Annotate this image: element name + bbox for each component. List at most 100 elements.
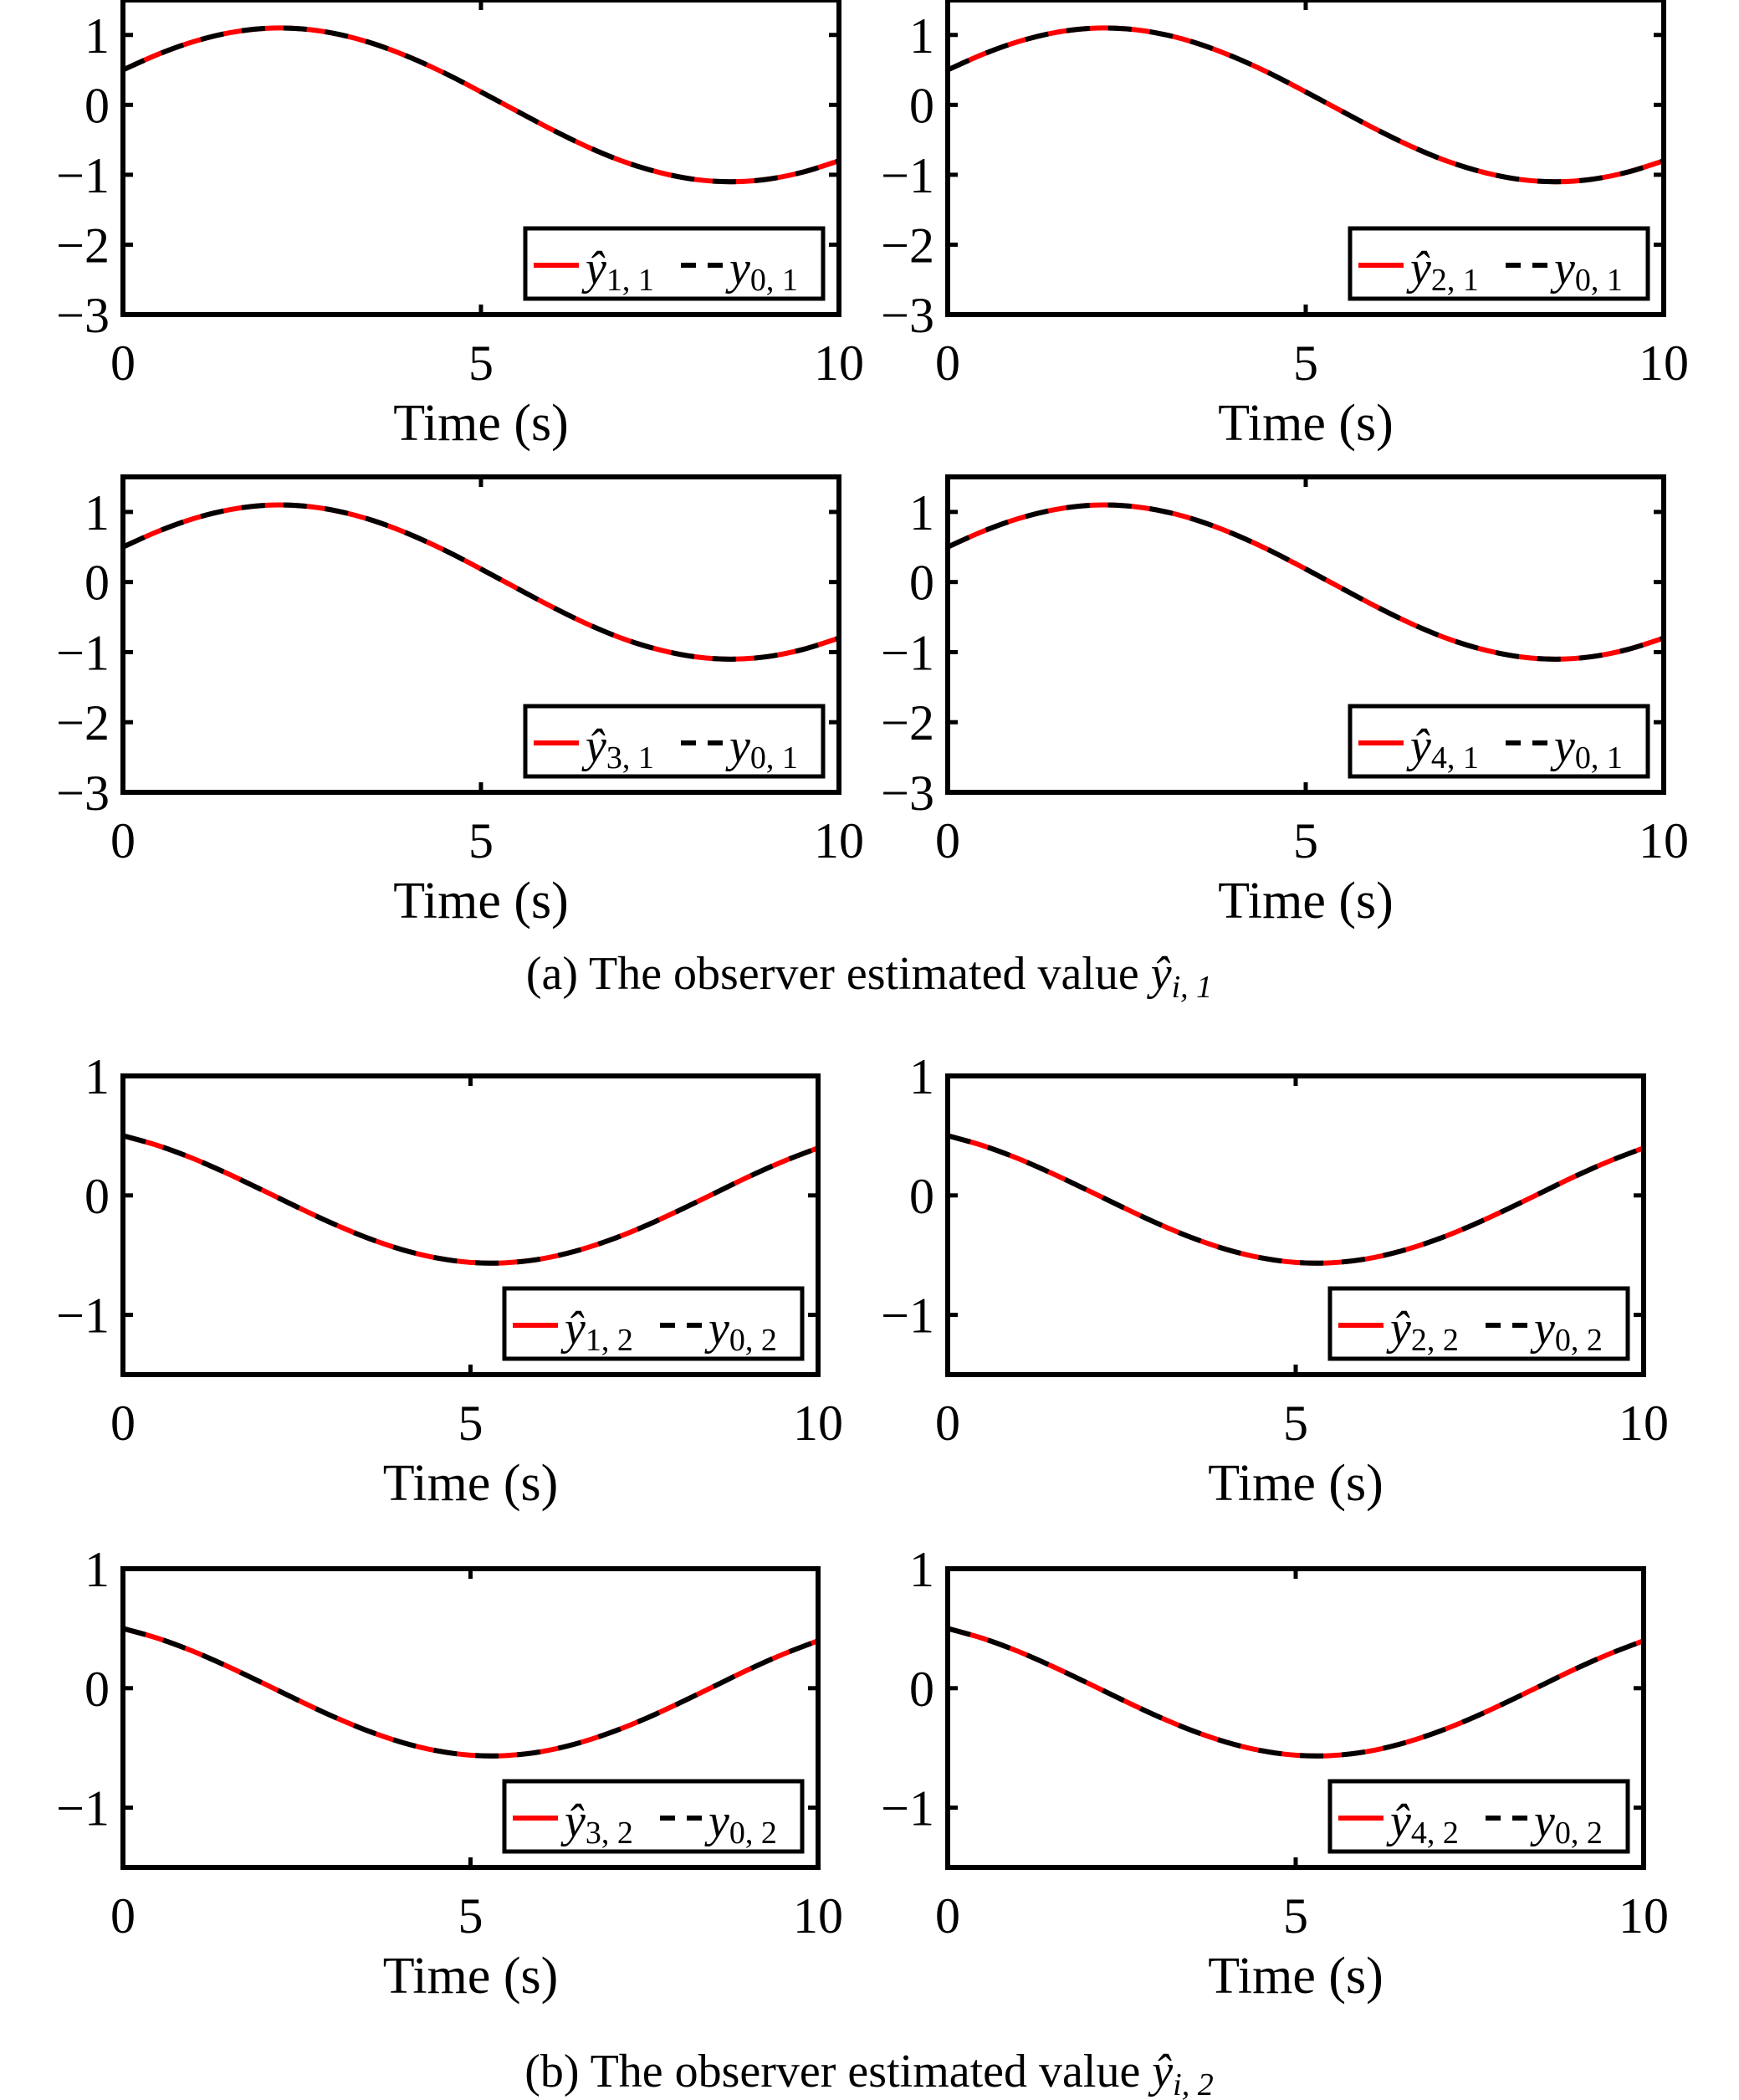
legend-estimate-symbol: ŷ bbox=[1386, 1303, 1411, 1355]
legend-estimate-subscript: 3, 1 bbox=[606, 740, 654, 776]
x-axis-label: Time (s) bbox=[1208, 1948, 1384, 2005]
reference-line bbox=[948, 1133, 1644, 1266]
legend-estimate-symbol: ŷ bbox=[560, 1795, 586, 1847]
legend-estimate-symbol: ŷ bbox=[581, 243, 606, 295]
legend-estimate-label: ŷ4, 1 bbox=[1406, 720, 1479, 776]
x-tick-label: 0 bbox=[110, 813, 136, 868]
y-tick-label: −2 bbox=[881, 218, 934, 273]
legend-estimate-symbol: ŷ bbox=[1386, 1795, 1411, 1847]
legend-reference-symbol: y bbox=[1530, 1303, 1555, 1355]
y-tick-label: 1 bbox=[909, 8, 934, 64]
legend-estimate-subscript: 4, 2 bbox=[1411, 1816, 1459, 1851]
caption-a-symbol: ŷ bbox=[1147, 948, 1172, 1000]
x-tick-label: 0 bbox=[935, 335, 960, 391]
legend-reference-label: y0, 2 bbox=[1530, 1795, 1603, 1851]
legend: ŷ4, 2 y0, 2 bbox=[1327, 1779, 1630, 1854]
x-tick-label: 5 bbox=[458, 1396, 483, 1451]
x-tick-label: 0 bbox=[110, 1396, 136, 1451]
legend-reference-symbol: y bbox=[725, 243, 750, 295]
y-tick-label: 0 bbox=[84, 1169, 110, 1224]
legend-reference-symbol: y bbox=[1550, 720, 1575, 772]
legend-estimate-subscript: 2, 2 bbox=[1411, 1323, 1459, 1358]
x-axis-label: Time (s) bbox=[1218, 395, 1394, 452]
legend-estimate-symbol: ŷ bbox=[1406, 720, 1431, 772]
y-tick-label: 0 bbox=[909, 1169, 934, 1224]
y-tick-label: −3 bbox=[881, 288, 934, 343]
estimate-line bbox=[948, 25, 1664, 185]
y-tick-label: 0 bbox=[84, 1662, 110, 1717]
estimate-line bbox=[123, 1133, 818, 1266]
legend: ŷ4, 1 y0, 1 bbox=[1348, 704, 1650, 779]
legend-estimate-label: ŷ3, 2 bbox=[560, 1795, 633, 1851]
y-tick-label: 1 bbox=[909, 485, 934, 540]
legend-estimate-label: ŷ4, 2 bbox=[1386, 1795, 1459, 1851]
y-tick-label: 1 bbox=[84, 1049, 110, 1104]
reference-line bbox=[123, 1626, 818, 1759]
legend-reference-label: y0, 2 bbox=[1530, 1303, 1603, 1358]
estimate-line bbox=[948, 502, 1664, 662]
legend: ŷ2, 1 y0, 1 bbox=[1348, 226, 1650, 301]
caption-b-subscript: i, 2 bbox=[1173, 2067, 1214, 2100]
estimate-line bbox=[948, 1626, 1644, 1759]
legend-estimate-subscript: 1, 2 bbox=[586, 1323, 633, 1358]
y-tick-label: 1 bbox=[84, 1542, 110, 1597]
x-axis-label: Time (s) bbox=[393, 395, 569, 452]
y-tick-label: −2 bbox=[56, 218, 110, 273]
x-tick-label: 5 bbox=[1283, 1396, 1308, 1451]
x-tick-label: 0 bbox=[935, 1396, 960, 1451]
legend-reference-symbol: y bbox=[704, 1795, 729, 1847]
x-tick-label: 5 bbox=[468, 335, 494, 391]
x-tick-label: 10 bbox=[814, 813, 864, 868]
y-tick-label: −1 bbox=[56, 148, 110, 203]
x-tick-label: 10 bbox=[793, 1396, 843, 1451]
y-tick-label: 0 bbox=[84, 78, 110, 133]
reference-line bbox=[123, 1133, 818, 1266]
caption-a-text: (a) The observer estimated value bbox=[526, 948, 1151, 1000]
legend: ŷ2, 2 y0, 2 bbox=[1327, 1286, 1630, 1361]
legend-reference-symbol: y bbox=[1530, 1795, 1555, 1847]
legend-estimate-symbol: ŷ bbox=[1406, 243, 1431, 295]
legend-estimate-subscript: 3, 2 bbox=[586, 1816, 633, 1851]
legend-reference-label: y0, 1 bbox=[725, 720, 798, 776]
x-tick-label: 0 bbox=[935, 1888, 960, 1944]
legend-estimate-label: ŷ1, 1 bbox=[581, 243, 654, 298]
legend-reference-label: y0, 1 bbox=[1550, 243, 1623, 298]
y-tick-label: −3 bbox=[881, 766, 934, 821]
y-tick-label: −1 bbox=[881, 625, 934, 680]
y-tick-label: 0 bbox=[84, 556, 110, 611]
y-tick-label: 0 bbox=[909, 1662, 934, 1717]
estimate-line bbox=[123, 25, 839, 185]
reference-line bbox=[948, 25, 1664, 185]
x-axis-label: Time (s) bbox=[1218, 873, 1394, 930]
caption-a-subscript: i, 1 bbox=[1172, 970, 1213, 1005]
legend-reference-label: y0, 2 bbox=[704, 1303, 777, 1358]
y-tick-label: 0 bbox=[909, 556, 934, 611]
x-axis-label: Time (s) bbox=[1208, 1455, 1384, 1512]
caption-b-text: (b) The observer estimated value bbox=[524, 2046, 1152, 2097]
y-tick-label: −3 bbox=[56, 766, 110, 821]
x-tick-label: 0 bbox=[110, 335, 136, 391]
x-axis-label: Time (s) bbox=[383, 1948, 559, 2005]
y-tick-label: −3 bbox=[56, 288, 110, 343]
reference-line bbox=[948, 502, 1664, 662]
legend-reference-label: y0, 1 bbox=[725, 243, 798, 298]
x-tick-label: 5 bbox=[1293, 335, 1318, 391]
y-tick-label: −1 bbox=[56, 625, 110, 680]
y-tick-label: −1 bbox=[881, 148, 934, 203]
legend-reference-subscript: 0, 1 bbox=[1575, 263, 1623, 298]
estimate-line bbox=[123, 502, 839, 662]
legend-reference-symbol: y bbox=[725, 720, 750, 772]
legend-reference-symbol: y bbox=[1550, 243, 1575, 295]
y-tick-label: 1 bbox=[84, 485, 110, 540]
legend-estimate-label: ŷ1, 2 bbox=[560, 1303, 633, 1358]
legend: ŷ3, 1 y0, 1 bbox=[523, 704, 826, 779]
legend-estimate-subscript: 4, 1 bbox=[1431, 740, 1479, 776]
caption-a: (a) The observer estimated value ŷi, 1 bbox=[526, 948, 1212, 1005]
legend-reference-subscript: 0, 2 bbox=[1555, 1323, 1603, 1358]
caption-b-symbol: ŷ bbox=[1148, 2046, 1173, 2097]
estimate-line bbox=[948, 1133, 1644, 1266]
reference-line bbox=[123, 502, 839, 662]
